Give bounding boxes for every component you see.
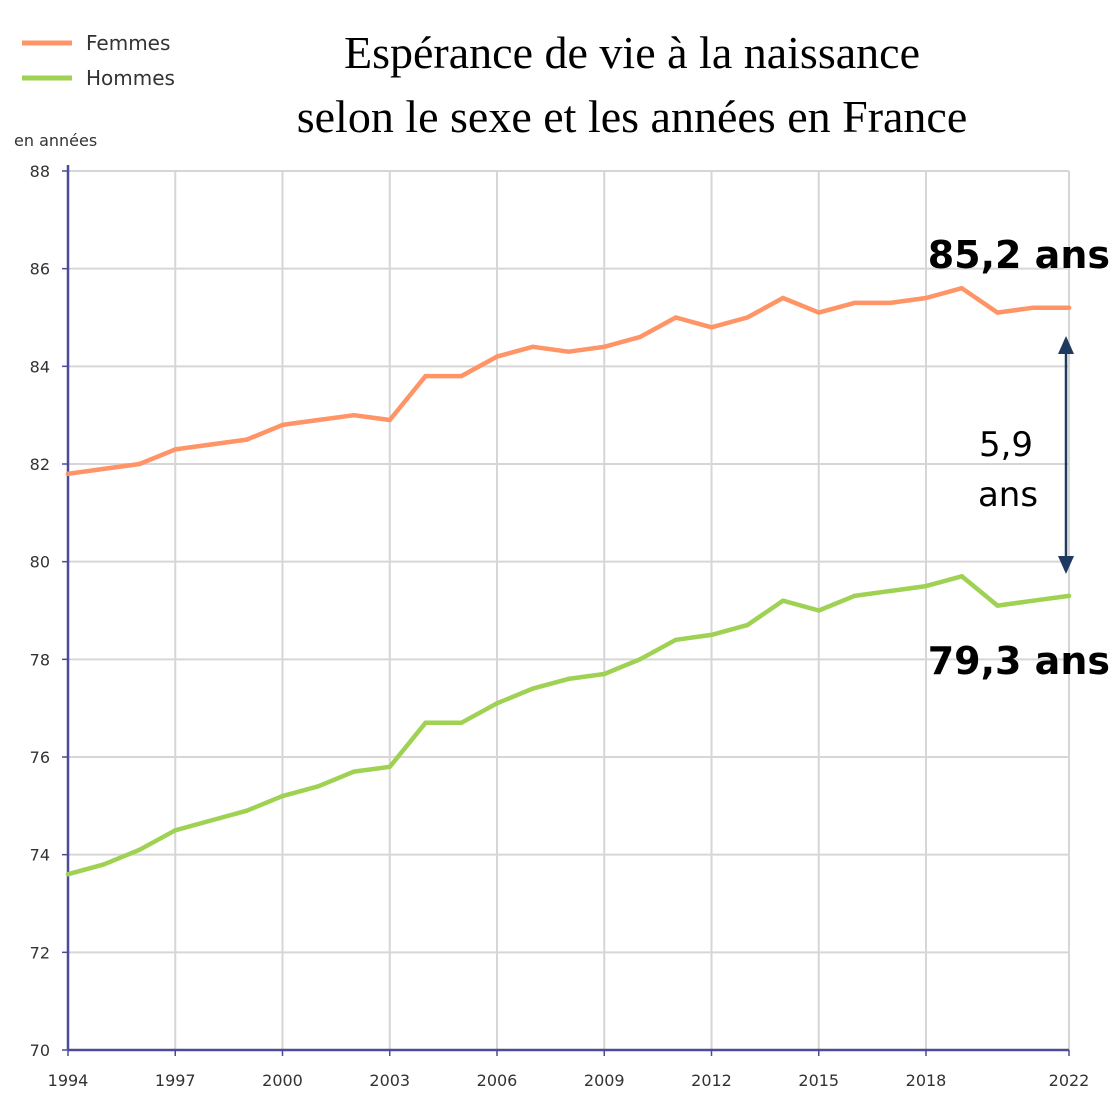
y-tick-label-82: 82 [30,455,50,474]
y-tick-label-84: 84 [30,357,50,376]
data-point-hommes-2021 [1031,598,1036,603]
data-point-hommes-2022 [1066,593,1072,599]
y-tick-label-80: 80 [30,553,50,572]
femmes-final-value-label: 85,2 ans [928,233,1110,277]
y-axis-unit-label: en années [14,131,97,150]
data-point-hommes-2008 [566,676,571,682]
data-point-hommes-1996 [137,847,142,852]
data-point-hommes-2015 [816,608,821,613]
data-point-hommes-2010 [637,657,643,662]
y-tick-label-78: 78 [30,650,50,669]
data-point-hommes-1998 [208,818,214,823]
data-point-hommes-2003 [387,764,392,769]
data-point-femmes-2004 [423,373,428,379]
data-point-femmes-1995 [101,466,106,472]
data-point-femmes-2013 [745,315,750,320]
y-tick-label-76: 76 [30,748,50,767]
legend-label-femmes: Femmes [86,31,170,55]
tick-labels: 70 72 74 76 78 80 82 84 86 88 1994 1997 2000 2003 2006… [30,162,1090,1090]
y-tick-label-72: 72 [30,943,50,962]
data-point-hommes-2012 [709,632,714,638]
data-point-femmes-2021 [1031,305,1036,310]
data-point-femmes-2006 [494,354,500,359]
x-tick-label-2022: 2022 [1049,1071,1090,1090]
x-tick-label-1994: 1994 [48,1071,89,1090]
data-point-femmes-2012 [709,325,714,330]
data-point-hommes-2013 [745,622,750,628]
data-point-femmes-2001 [316,417,321,423]
data-point-hommes-2004 [423,720,428,726]
axes [62,165,1070,1056]
y-tick-label-88: 88 [30,162,50,181]
data-point-femmes-2016 [852,300,857,306]
data-point-hommes-2006 [494,701,500,706]
data-point-femmes-2019 [959,286,964,291]
data-point-femmes-2005 [459,373,464,379]
data-point-hommes-2005 [459,720,464,726]
data-point-hommes-1997 [173,828,178,833]
x-tick-label-1997: 1997 [155,1071,196,1090]
data-point-hommes-2020 [995,603,1000,608]
data-point-femmes-2007 [530,344,535,349]
data-point-hommes-2019 [959,574,964,579]
data-point-femmes-2011 [673,315,678,320]
hommes-final-value-label: 79,3 ans [928,639,1110,683]
data-point-femmes-2008 [566,349,571,354]
data-point-femmes-2020 [995,310,1000,315]
series-line-hommes [65,574,1072,877]
legend: Femmes Hommes [22,31,175,90]
data-point-femmes-1994 [65,471,71,476]
data-point-hommes-2014 [780,598,786,603]
data-point-hommes-2017 [888,588,893,594]
gap-unit-label: ans [978,475,1038,515]
data-point-hommes-2011 [673,637,678,642]
data-point-femmes-2010 [637,334,643,340]
series-line-femmes [65,285,1072,477]
data-point-femmes-2002 [351,412,357,418]
data-point-femmes-2015 [816,310,821,315]
data-point-hommes-1994 [65,872,71,877]
x-tick-label-2000: 2000 [262,1071,303,1090]
data-point-hommes-1995 [101,862,106,867]
y-tick-label-74: 74 [30,846,50,865]
data-point-hommes-2007 [530,686,535,691]
data-point-femmes-1996 [137,461,142,467]
y-tick-label-70: 70 [30,1041,50,1060]
legend-label-hommes: Hommes [86,66,175,90]
data-point-femmes-2014 [780,295,786,301]
chart-title-line-2: selon le sexe et les années en France [297,91,968,142]
chart-title-line-1: Espérance de vie à la naissance [344,27,920,78]
data-point-hommes-2001 [316,784,321,789]
data-point-femmes-2000 [280,422,285,428]
data-point-hommes-2016 [852,593,857,599]
gap-value-label: 5,9 [979,425,1033,465]
x-tick-label-2012: 2012 [691,1071,732,1090]
data-point-hommes-2009 [602,671,607,677]
data-point-femmes-1997 [173,447,178,452]
series-lines [65,285,1072,877]
x-tick-label-2003: 2003 [369,1071,410,1090]
data-point-femmes-2018 [923,295,929,301]
x-tick-label-2009: 2009 [584,1071,625,1090]
data-point-femmes-1998 [208,442,214,447]
gap-arrow-head-up [1058,336,1074,354]
x-tick-label-2015: 2015 [798,1071,839,1090]
data-point-femmes-2009 [602,344,607,349]
gridlines [68,170,1070,1050]
data-point-femmes-1999 [244,437,249,442]
gap-arrow [1058,336,1074,574]
gap-arrow-head-down [1058,556,1074,574]
data-point-femmes-2022 [1066,305,1072,310]
x-tick-label-2018: 2018 [906,1071,947,1090]
data-point-femmes-2003 [387,417,392,423]
data-point-hommes-2002 [351,769,357,774]
data-point-hommes-1999 [244,808,249,813]
data-point-hommes-2018 [923,583,929,589]
y-tick-label-86: 86 [30,260,50,279]
data-point-femmes-2017 [888,300,893,306]
data-point-hommes-2000 [280,793,285,799]
x-tick-label-2006: 2006 [477,1071,518,1090]
